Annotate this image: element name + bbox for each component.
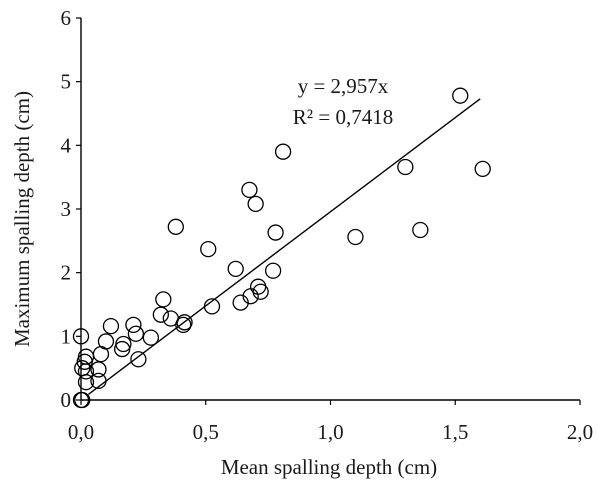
plot-area: 0 1 2 3 4 5 6 0,0 0,5 1,0 1,5 2,0 bbox=[61, 6, 594, 444]
trendline bbox=[88, 98, 481, 395]
data-point bbox=[247, 195, 264, 213]
data-point bbox=[452, 87, 469, 104]
y-tick-label: 0 bbox=[61, 388, 72, 412]
x-tick-label: 2,0 bbox=[567, 420, 593, 444]
y-tick-label: 5 bbox=[61, 70, 72, 94]
data-point bbox=[114, 340, 131, 358]
x-tick-label: 1,0 bbox=[317, 420, 343, 444]
data-point bbox=[274, 143, 292, 160]
data-point bbox=[264, 262, 282, 279]
data-point bbox=[90, 372, 107, 390]
data-point bbox=[152, 306, 169, 323]
data-point bbox=[200, 240, 217, 258]
data-point bbox=[90, 361, 107, 378]
data-point bbox=[77, 374, 95, 391]
data-point bbox=[227, 260, 244, 277]
data-point bbox=[102, 317, 120, 335]
data-point bbox=[97, 333, 115, 350]
data-point bbox=[130, 351, 147, 368]
data-point bbox=[412, 221, 429, 239]
data-point bbox=[252, 283, 269, 300]
x-tick-label: 0,5 bbox=[193, 420, 219, 444]
y-tick-label: 4 bbox=[61, 133, 72, 157]
data-point bbox=[74, 391, 91, 409]
data-point bbox=[125, 316, 142, 334]
x-tick-label: 0,0 bbox=[68, 420, 94, 444]
y-tick-label: 6 bbox=[61, 6, 72, 30]
data-point bbox=[167, 218, 184, 235]
data-point bbox=[77, 363, 95, 380]
y-axis-title: Maximum spalling depth (cm) bbox=[10, 91, 34, 347]
y-tick-label: 2 bbox=[61, 261, 72, 285]
data-point bbox=[474, 160, 491, 178]
data-point bbox=[241, 181, 258, 199]
x-tick-label: 1,5 bbox=[442, 420, 468, 444]
data-point bbox=[203, 298, 221, 315]
trendline-equation: y = 2,957x bbox=[298, 74, 389, 98]
data-point bbox=[115, 335, 132, 353]
data-point bbox=[142, 329, 160, 346]
data-point bbox=[232, 294, 249, 311]
data-point bbox=[175, 316, 192, 334]
data-point bbox=[155, 291, 172, 308]
y-tick-label: 1 bbox=[61, 324, 72, 348]
y-tick-label: 3 bbox=[61, 197, 72, 221]
data-point bbox=[176, 314, 193, 331]
data-point bbox=[267, 224, 284, 241]
data-point bbox=[72, 328, 90, 345]
data-point bbox=[397, 158, 414, 176]
data-point bbox=[347, 228, 364, 246]
data-point bbox=[127, 325, 145, 342]
x-axis-title: Mean spalling depth (cm) bbox=[221, 455, 437, 479]
trendline-r-squared: R² = 0,7418 bbox=[293, 105, 393, 129]
